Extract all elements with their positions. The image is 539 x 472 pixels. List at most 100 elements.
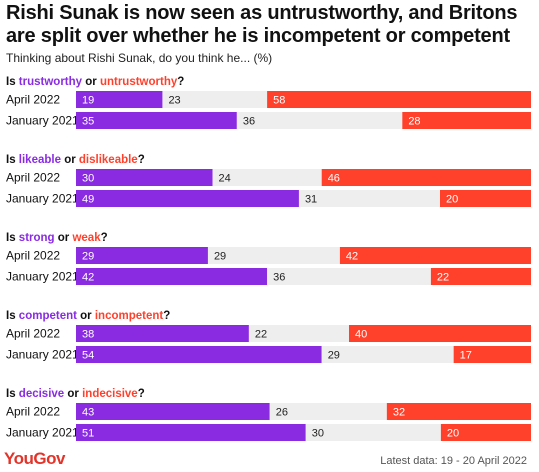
bar-row: January 2021 35 36 28 (6, 112, 531, 129)
row-label: April 2022 (6, 405, 60, 419)
bar-segment-negative (267, 91, 531, 108)
bar-segment-negative (440, 424, 531, 441)
question-suffix-text: ? (138, 388, 145, 400)
question-group: Is decisive or indecisive? April 2022 43 26… (6, 388, 531, 441)
row-label: April 2022 (6, 327, 60, 341)
question-prefix-text: Is (6, 388, 19, 400)
data-label-negative: 40 (355, 329, 367, 341)
question-suffix-text: ? (177, 76, 184, 88)
question-negative-text: untrustworthy (100, 76, 178, 88)
question-label: Is strong or weak? (6, 232, 108, 244)
data-label-negative: 20 (447, 428, 459, 440)
bar-segment-neutral (298, 190, 440, 207)
bar-row: January 2021 54 29 17 (6, 346, 531, 363)
data-label-negative: 22 (437, 272, 449, 284)
bar-segment-positive (76, 190, 299, 207)
data-label-neutral: 30 (312, 428, 324, 440)
question-prefix-text: Is (6, 154, 19, 166)
bar-segment-positive (76, 403, 270, 420)
bar-row: April 2022 38 22 40 (6, 325, 531, 342)
data-label-neutral: 26 (276, 407, 288, 419)
question-joiner-text: or (77, 310, 95, 322)
bar-segment-positive (76, 424, 306, 441)
footer-note: Latest data: 19 - 20 April 2022 (380, 455, 527, 467)
row-label: January 2021 (6, 192, 79, 206)
question-positive-text: decisive (19, 388, 64, 400)
data-label-negative: 28 (408, 116, 420, 128)
question-group: Is likeable or dislikeable? April 2022 30 2… (6, 154, 531, 207)
bar-segment-positive (76, 268, 268, 285)
question-joiner-text: or (61, 154, 79, 166)
yougov-logo: YouGov (4, 449, 65, 468)
bar-segment-neutral (207, 247, 340, 264)
data-label-positive: 30 (82, 173, 94, 185)
question-group: Is trustworthy or untrustworthy? April 20… (6, 76, 531, 129)
data-label-negative: 46 (328, 173, 340, 185)
question-positive-text: competent (19, 310, 77, 322)
chart-subtitle: Thinking about Rishi Sunak, do you think… (6, 51, 273, 65)
bar-segment-negative (402, 112, 531, 129)
bar-row: January 2021 51 30 20 (6, 424, 531, 441)
data-label-negative: 32 (393, 407, 405, 419)
bar-segment-neutral (269, 403, 387, 420)
question-group: Is competent or incompetent? April 2022 38… (6, 310, 531, 363)
data-label-positive: 29 (82, 251, 94, 263)
bar-segment-neutral (267, 268, 431, 285)
bar-segment-negative (321, 169, 531, 186)
question-positive-text: likeable (19, 154, 61, 166)
bar-segment-positive (76, 346, 322, 363)
bar-segment-neutral (162, 91, 268, 108)
bar-row: January 2021 42 36 22 (6, 268, 531, 285)
data-label-neutral: 31 (305, 194, 317, 206)
row-label: April 2022 (6, 171, 60, 185)
bar-row: April 2022 19 23 58 (6, 91, 531, 108)
bar-segment-positive (76, 169, 213, 186)
row-label: April 2022 (6, 249, 60, 263)
data-label-positive: 35 (82, 116, 94, 128)
question-suffix-text: ? (138, 154, 145, 166)
data-label-negative: 17 (460, 350, 472, 362)
question-negative-text: dislikeable (79, 154, 138, 166)
data-label-positive: 42 (82, 272, 94, 284)
data-label-neutral: 29 (214, 251, 226, 263)
data-label-negative: 42 (346, 251, 358, 263)
question-label: Is likeable or dislikeable? (6, 154, 145, 166)
row-label: January 2021 (6, 114, 79, 128)
data-label-positive: 54 (82, 350, 94, 362)
data-label-positive: 51 (82, 428, 94, 440)
bar-row: April 2022 30 24 46 (6, 169, 531, 186)
bar-segment-neutral (236, 112, 403, 129)
bar-segment-neutral (248, 325, 349, 342)
data-label-neutral: 29 (328, 350, 340, 362)
question-prefix-text: Is (6, 310, 19, 322)
bar-segment-neutral (321, 346, 454, 363)
bar-row: April 2022 43 26 32 (6, 403, 531, 420)
bar-segment-negative (453, 346, 531, 363)
chart-title: Rishi Sunak is now seen as untrustworthy… (6, 2, 518, 47)
data-label-positive: 49 (82, 194, 94, 206)
question-label: Is trustworthy or untrustworthy? (6, 76, 184, 88)
bar-segment-negative (339, 247, 531, 264)
question-joiner-text: or (64, 388, 82, 400)
bar-segment-negative (386, 403, 531, 420)
question-negative-text: indecisive (82, 388, 138, 400)
row-label: January 2021 (6, 270, 79, 284)
data-label-neutral: 23 (168, 95, 180, 107)
row-label: January 2021 (6, 426, 79, 440)
bar-segment-positive (76, 91, 163, 108)
bar-segment-negative (349, 325, 531, 342)
bar-segment-neutral (212, 169, 322, 186)
row-label: January 2021 (6, 348, 79, 362)
data-label-positive: 43 (82, 407, 94, 419)
bar-segment-positive (76, 325, 249, 342)
bar-row: April 2022 29 29 42 (6, 247, 531, 264)
question-negative-text: incompetent (95, 310, 164, 322)
bar-segment-negative (430, 268, 531, 285)
question-positive-text: strong (19, 232, 55, 244)
question-positive-text: trustworthy (19, 76, 83, 88)
bar-segment-neutral (305, 424, 441, 441)
bar-segment-negative (440, 190, 531, 207)
question-prefix-text: Is (6, 232, 19, 244)
data-label-neutral: 36 (243, 116, 255, 128)
